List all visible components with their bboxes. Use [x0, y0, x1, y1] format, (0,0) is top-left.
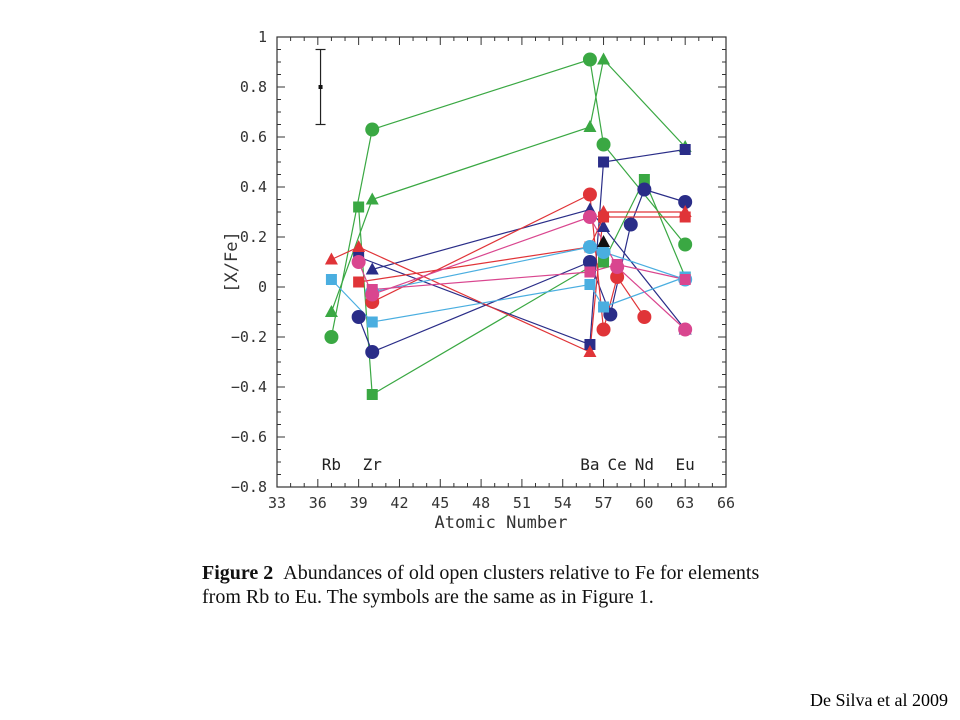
data-point-square: [584, 339, 596, 350]
series-line: [358, 148, 686, 346]
data-point-circle: [582, 210, 597, 224]
x-tick-label: 60: [635, 494, 653, 512]
data-point-triangle: [597, 220, 611, 232]
element-labels: Rb Zr Ba Ce Nd Eu: [322, 455, 695, 474]
element-label: Ce: [608, 455, 627, 474]
series-layer: [324, 52, 693, 400]
y-tick-label: 0: [258, 278, 267, 296]
data-point-circle: [582, 255, 597, 269]
data-point-triangle: [597, 52, 611, 65]
x-tick-label: 48: [472, 494, 490, 512]
data-point-square: [598, 256, 610, 268]
data-point-circle: [596, 322, 611, 337]
y-tick-label: −0.2: [231, 328, 267, 346]
data-point-circle: [582, 187, 597, 202]
series-line: [372, 246, 686, 293]
element-label: Ba: [580, 455, 599, 474]
axis-ticks: 33 36 39 42 45 48 51 54 57 60 63 66 −0.8 −0.6 −0.4 −0.2…: [231, 28, 735, 512]
x-tick-label: 45: [431, 494, 449, 512]
data-point-triangle: [365, 262, 379, 275]
plot-frame: [276, 36, 727, 488]
data-point-triangle: [597, 235, 611, 247]
data-point-circle: [324, 330, 339, 344]
data-point-circle: [365, 122, 380, 137]
series-markers: [324, 52, 693, 400]
y-tick-label: 0.4: [240, 178, 267, 196]
data-point-circle: [623, 217, 638, 232]
x-tick-label: 42: [390, 494, 408, 512]
element-label: Zr: [363, 455, 383, 474]
data-point-square: [366, 316, 378, 328]
x-tick-label: 33: [268, 494, 286, 512]
data-point-circle: [365, 287, 380, 302]
y-tick-label: −0.6: [231, 428, 267, 446]
x-axis-label: Atomic Number: [434, 513, 567, 533]
data-point-square: [598, 211, 610, 223]
data-point-square: [638, 174, 650, 185]
data-point-square: [325, 274, 337, 285]
series-line: [358, 216, 686, 283]
data-point-circle: [678, 237, 693, 252]
element-label: Nd: [635, 455, 654, 474]
data-point-circle: [582, 240, 597, 254]
x-tick-label: 36: [309, 494, 327, 512]
data-point-circle: [678, 195, 693, 209]
y-tick-label: 0.8: [240, 78, 267, 96]
error-bar: [315, 48, 326, 126]
data-point-square: [598, 301, 610, 313]
abundance-chart: 33 36 39 42 45 48 51 54 57 60 63 66 −0.8 −0.6 −0.4 −0.2…: [222, 28, 735, 533]
y-tick-label: −0.8: [231, 478, 267, 496]
x-tick-label: 39: [350, 494, 368, 512]
data-point-circle: [596, 245, 611, 259]
figure-caption: Figure 2 Abundances of old open clusters …: [202, 561, 772, 609]
y-tick-label: 0.6: [240, 128, 267, 146]
data-point-square: [584, 266, 596, 278]
x-tick-label: 57: [595, 494, 613, 512]
series-line: [330, 58, 686, 313]
data-point-circle: [582, 52, 597, 67]
data-point-square: [598, 156, 610, 168]
data-point-square: [366, 389, 378, 400]
element-label: Rb: [322, 455, 341, 474]
figure-caption-text: Abundances of old open clusters relative…: [202, 562, 760, 608]
data-point-triangle: [352, 240, 366, 252]
source-credit: De Silva et al 2009: [810, 690, 948, 710]
series-line: [331, 211, 686, 353]
y-tick-label: 1: [258, 28, 267, 46]
data-point-triangle: [324, 305, 338, 317]
data-point-triangle: [583, 345, 597, 357]
data-point-square: [584, 279, 596, 290]
data-point-triangle: [583, 120, 597, 132]
error-bar-point: [318, 85, 323, 89]
x-tick-label: 54: [554, 494, 572, 512]
data-point-square: [679, 144, 691, 155]
y-tick-label: −0.4: [231, 378, 267, 396]
series-line: [372, 263, 686, 291]
data-point-square: [679, 274, 691, 285]
data-point-square: [679, 211, 691, 223]
x-tick-label: 51: [513, 494, 531, 512]
y-axis-label: [X/Fe]: [222, 231, 242, 292]
series-line: [358, 216, 686, 330]
data-point-circle: [351, 310, 366, 324]
data-point-circle: [637, 182, 652, 197]
y-tick-label: 0.2: [240, 228, 267, 246]
data-point-circle: [637, 310, 652, 324]
data-point-circle: [610, 270, 625, 284]
data-point-circle: [365, 345, 380, 359]
data-point-square: [353, 201, 365, 213]
data-point-triangle: [324, 252, 338, 265]
data-point-circle: [678, 322, 693, 337]
data-point-circle: [610, 260, 625, 274]
x-tick-label: 63: [676, 494, 694, 512]
data-point-circle: [351, 255, 366, 269]
element-label: Eu: [676, 455, 695, 474]
series-line: [358, 188, 686, 353]
data-point-triangle: [365, 192, 379, 205]
data-point-circle: [596, 137, 611, 152]
figure-caption-label: Figure 2: [202, 562, 274, 584]
x-tick-label: 66: [717, 494, 735, 512]
data-point-square: [353, 276, 365, 288]
